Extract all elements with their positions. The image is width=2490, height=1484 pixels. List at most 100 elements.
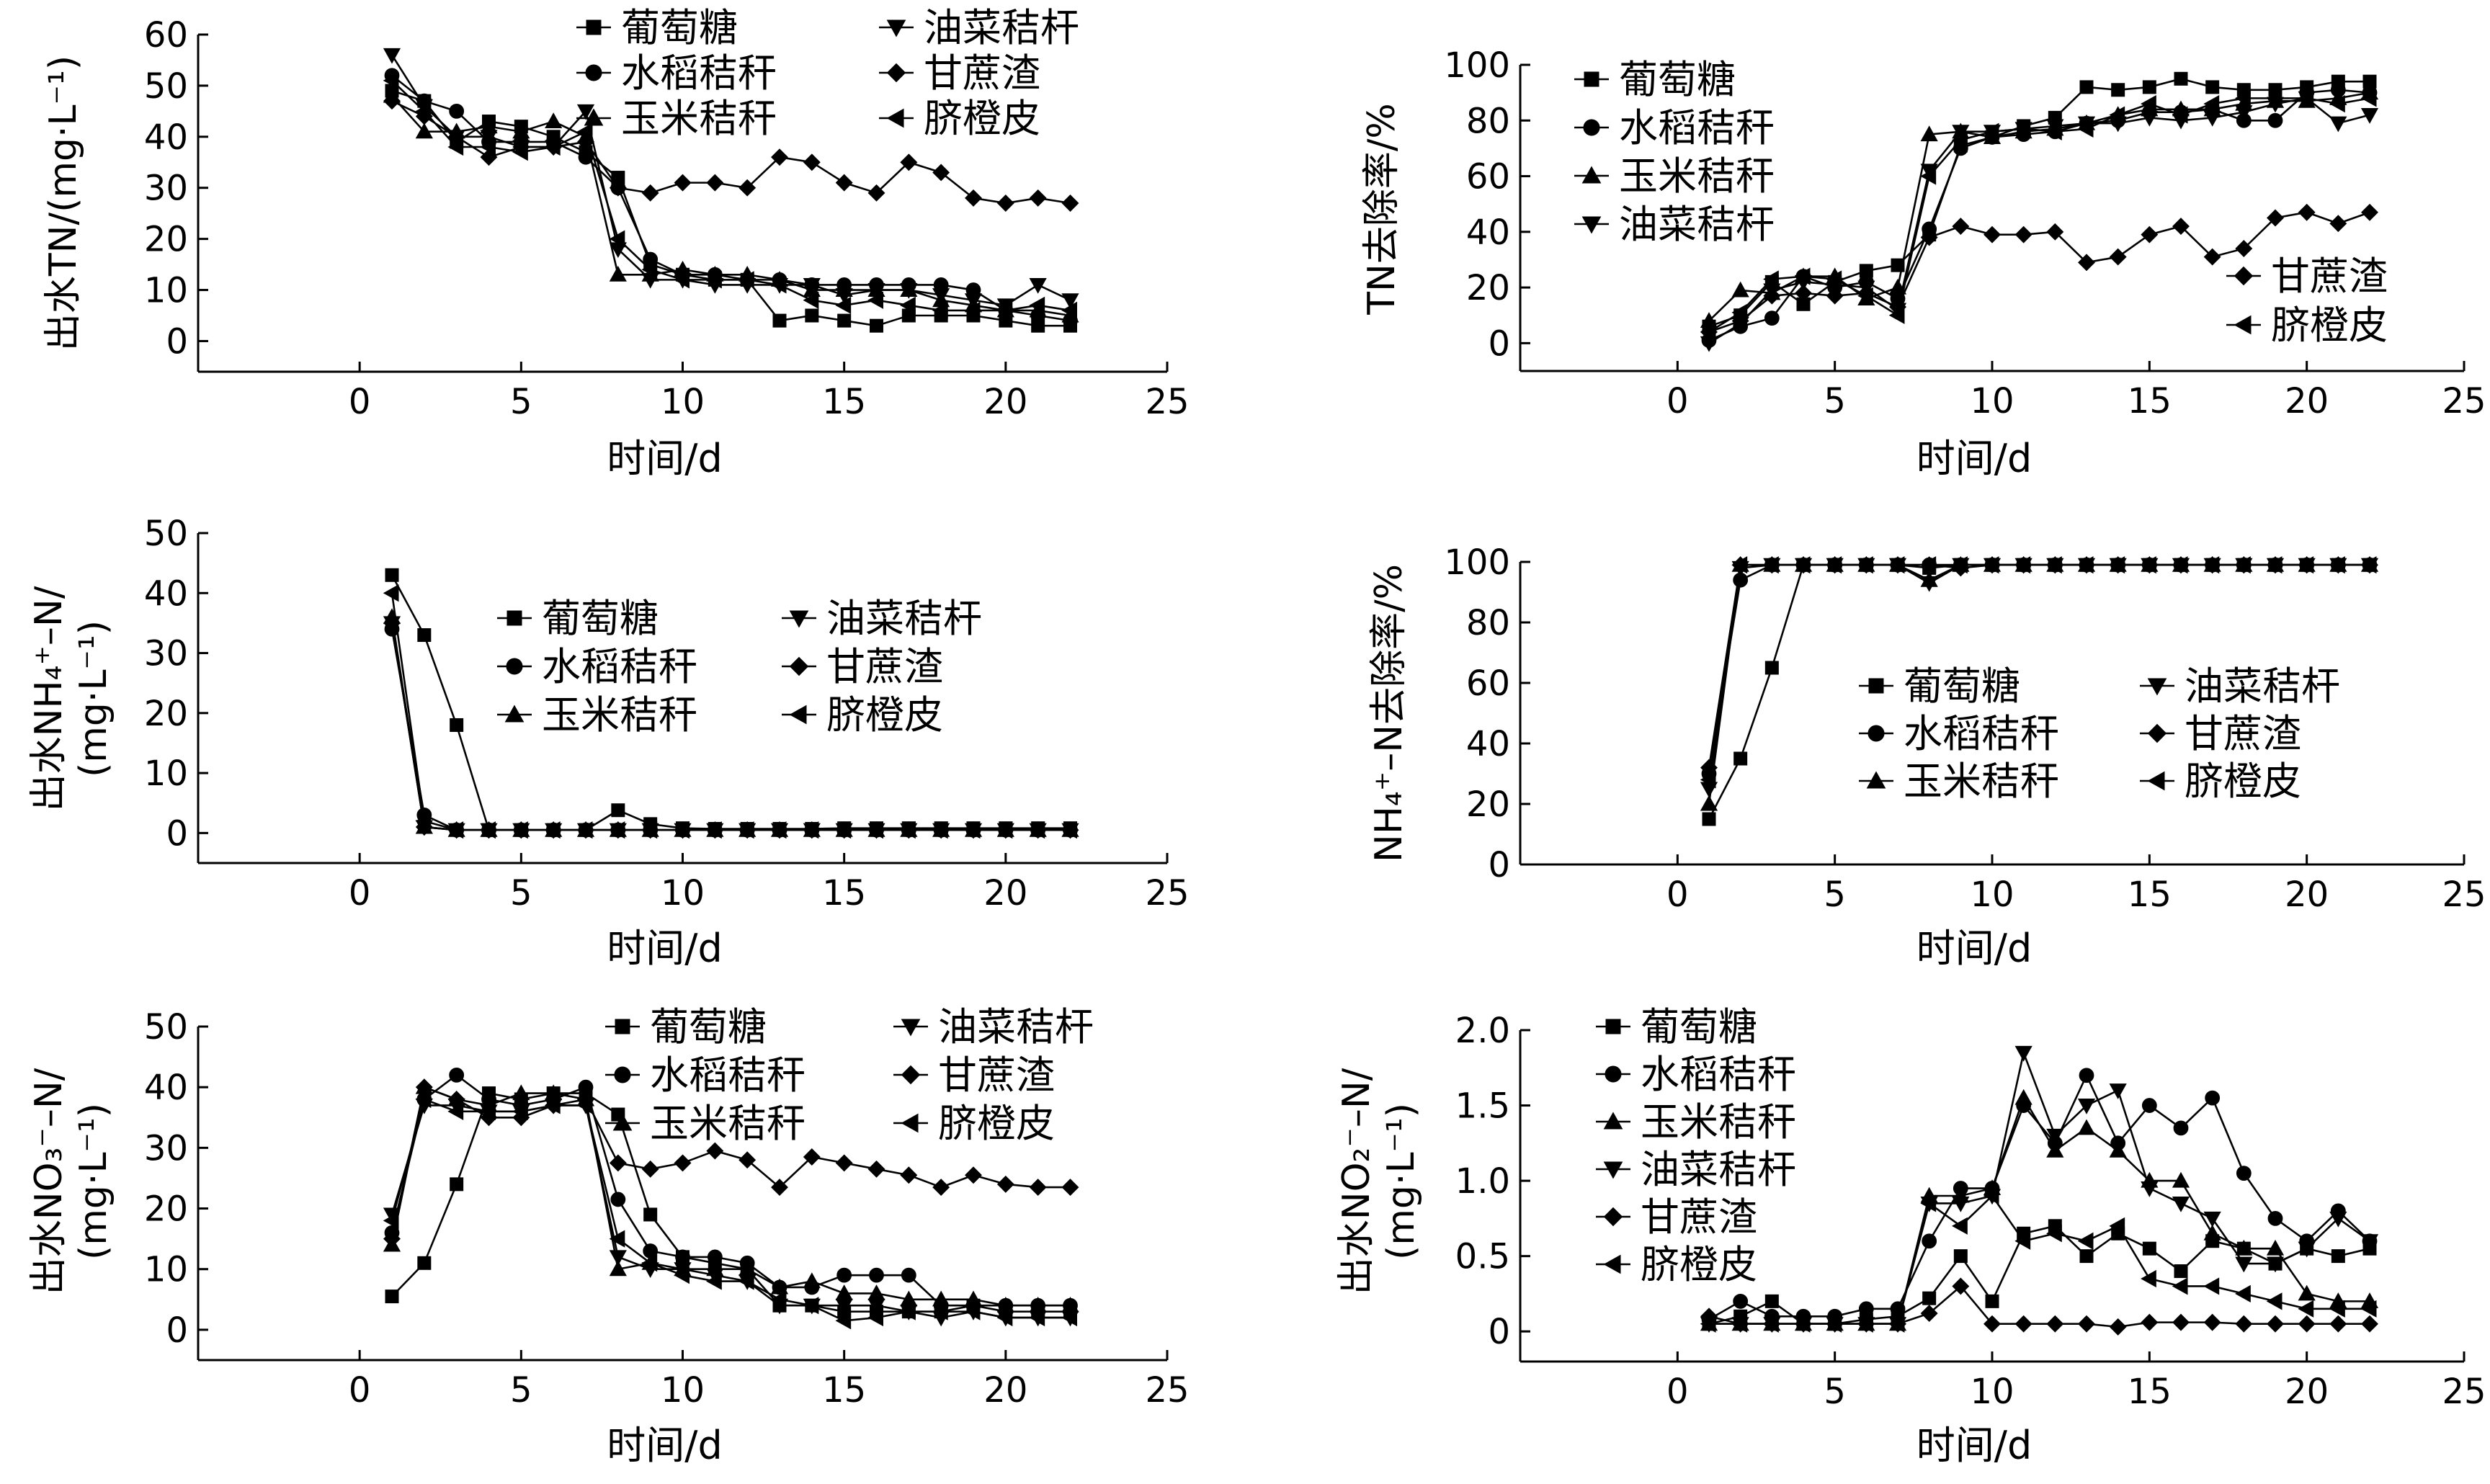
legend-item: 玉米秸秆 — [1596, 1099, 1796, 1145]
data-point — [447, 138, 464, 156]
y-axis-label: 出水NH₄⁺–N/ — [27, 586, 71, 811]
x-tick-label: 15 — [2128, 381, 2172, 421]
data-point — [932, 821, 948, 839]
data-point — [2077, 1119, 2096, 1135]
data-point — [447, 1102, 464, 1120]
legend-label: 脐橙皮 — [938, 1101, 1055, 1146]
data-point — [867, 821, 883, 839]
legend-item: 玉米秸秆 — [576, 96, 777, 141]
legend-item: 玉米秸秆 — [497, 692, 697, 738]
x-tick-label: 15 — [822, 382, 866, 422]
series-line — [1708, 563, 2370, 780]
data-point — [2298, 1300, 2314, 1318]
data-point — [2266, 89, 2282, 107]
data-point — [706, 271, 722, 289]
legend-label: 玉米秸秆 — [1619, 153, 1775, 199]
legend-label: 油菜秸杆 — [2185, 663, 2340, 709]
x-tick-label: 5 — [1824, 381, 1846, 421]
data-point — [900, 296, 916, 314]
data-point — [1920, 1305, 1938, 1323]
data-point — [2266, 1239, 2285, 1256]
data-point — [447, 821, 464, 839]
data-point — [1764, 310, 1780, 326]
legend-label: 葡萄糖 — [542, 596, 659, 641]
legend-label: 水稻秸秆 — [542, 644, 697, 689]
data-point — [1920, 556, 1937, 574]
data-point — [2267, 209, 2284, 227]
y-tick-label: 40 — [1466, 724, 1510, 764]
data-point — [1857, 556, 1873, 574]
legend-item: 油菜秸杆 — [879, 5, 1079, 50]
data-point — [1731, 556, 1748, 574]
series-3 — [383, 616, 1079, 839]
data-point — [383, 48, 401, 64]
data-point — [415, 102, 432, 120]
legend-marker — [2147, 678, 2167, 696]
series-2 — [383, 608, 1079, 837]
series-line — [1708, 1225, 2370, 1326]
data-point — [2109, 1217, 2125, 1235]
data-point — [867, 291, 883, 309]
legend-item: 葡萄糖 — [1596, 1004, 1757, 1050]
data-point — [1029, 277, 1047, 294]
x-axis-label: 时间/d — [607, 1423, 722, 1468]
data-point — [900, 1302, 916, 1320]
legend-item: 脐橙皮 — [782, 692, 943, 738]
data-point — [2266, 556, 2282, 574]
data-point — [1857, 287, 1873, 305]
data-point — [964, 293, 983, 310]
legend-item: 玉米秸秆 — [1574, 153, 1775, 199]
data-point — [1922, 1233, 1937, 1249]
legend-label: 油菜秸杆 — [826, 596, 982, 641]
legend-item: 水稻秸秆 — [605, 1052, 806, 1098]
legend-marker — [614, 1066, 631, 1083]
data-point — [2329, 215, 2347, 233]
data-point — [641, 184, 659, 202]
data-point — [2174, 1264, 2188, 1279]
data-point — [2360, 89, 2377, 107]
legend-marker — [789, 656, 809, 676]
y-tick-label: 60 — [1466, 157, 1510, 197]
data-point — [1920, 1194, 1937, 1212]
chart-panel-tn-removal: 0 5 10 15 20 25 0 20 40 60 80 100 时间/d TN去除率/% 葡萄糖水稻秸秆… — [1360, 45, 2486, 481]
series-5 — [1700, 89, 2377, 341]
legend-item: 油菜秸杆 — [2140, 663, 2340, 709]
data-point — [803, 153, 821, 171]
data-point — [1700, 771, 1716, 789]
chart-panel-no2-effluent: 0 5 10 15 20 25 0 0.5 1.0 1.5 2.0 时间/d 出水NO₂⁻–N/(mg·… — [1335, 1004, 2486, 1468]
chart-panel-tn-effluent: 0 5 10 15 20 25 0 10 20 30 40 50 60 时间/d 出水TN/(mg·L⁻¹)… — [42, 5, 1190, 481]
series-4 — [383, 92, 1079, 212]
data-point — [2174, 71, 2188, 86]
data-point — [803, 821, 819, 839]
data-point — [867, 184, 885, 202]
legend-marker — [886, 63, 906, 83]
y-tick-label: 10 — [144, 1250, 188, 1290]
legend-item: 水稻秸秆 — [576, 50, 777, 96]
data-point — [2172, 1171, 2190, 1188]
data-point — [2329, 556, 2345, 574]
legend-marker — [789, 705, 807, 725]
data-point — [1794, 556, 1811, 574]
data-point — [609, 1250, 627, 1266]
data-point — [1888, 1315, 1905, 1333]
series-line — [391, 95, 1071, 317]
data-point — [2361, 1315, 2378, 1333]
series-line — [391, 54, 1071, 307]
y-tick-label: 1.5 — [1455, 1086, 1510, 1127]
data-point — [2360, 108, 2379, 124]
legend-marker — [506, 658, 523, 675]
legend-item: 脐橙皮 — [1596, 1242, 1757, 1287]
legend-item: 玉米秸秆 — [605, 1101, 806, 1146]
x-tick-label: 15 — [2128, 875, 2172, 915]
legend-item: 油菜秸杆 — [893, 1004, 1094, 1050]
data-point — [835, 288, 853, 304]
data-point — [2203, 110, 2221, 127]
x-tick-label: 5 — [510, 873, 532, 913]
data-point — [2046, 1225, 2062, 1243]
data-point — [835, 1312, 852, 1330]
legend-label: 甘蔗渣 — [2271, 254, 2388, 299]
data-point — [1764, 1294, 1779, 1308]
data-point — [2360, 1300, 2377, 1318]
y-tick-label: 2.0 — [1455, 1011, 1510, 1051]
